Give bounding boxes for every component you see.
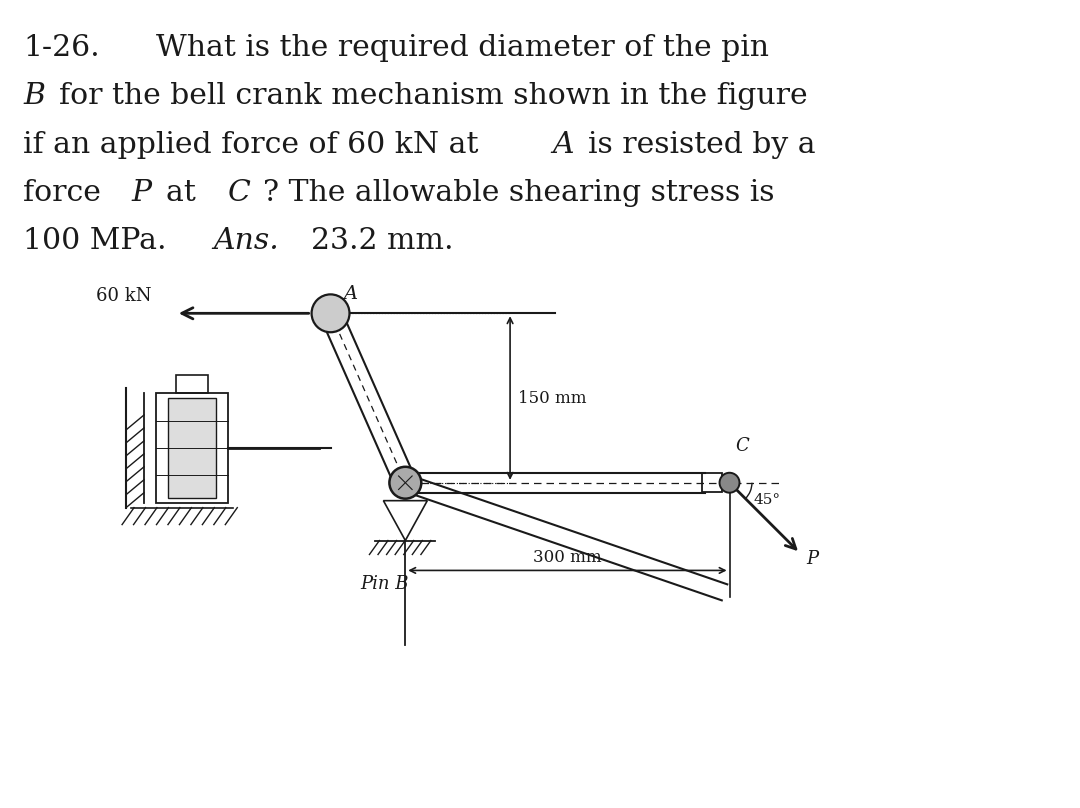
Circle shape [312,294,350,332]
Text: at: at [166,179,205,207]
Text: for the bell crank mechanism shown in the figure: for the bell crank mechanism shown in th… [59,82,808,111]
Text: 1-26.: 1-26. [24,34,100,62]
Text: Ans.: Ans. [213,227,279,255]
Text: 45°: 45° [754,493,781,507]
Text: A: A [552,131,573,158]
Text: A: A [343,285,357,303]
Text: if an applied force of 60 kN at: if an applied force of 60 kN at [24,131,488,158]
Text: P: P [131,179,151,207]
Text: 150 mm: 150 mm [518,389,586,406]
Text: What is the required diameter of the pin: What is the required diameter of the pin [156,34,769,62]
Text: force: force [24,179,111,207]
Text: C: C [228,179,251,207]
Text: Pin B: Pin B [361,575,409,593]
Text: B: B [24,82,45,111]
Text: 23.2 mm.: 23.2 mm. [311,227,454,255]
Text: C: C [735,437,750,455]
Bar [156,393,228,503]
Bar [176,375,207,393]
Text: 60 kN: 60 kN [95,288,151,305]
Circle shape [390,467,421,499]
Circle shape [719,473,740,493]
Bar [168,398,216,498]
Text: 100 MPa.: 100 MPa. [24,227,176,255]
Text: ? The allowable shearing stress is: ? The allowable shearing stress is [262,179,774,207]
Text: 300 mm: 300 mm [534,549,602,566]
Text: P: P [806,550,819,568]
Text: is resisted by a: is resisted by a [588,131,815,158]
